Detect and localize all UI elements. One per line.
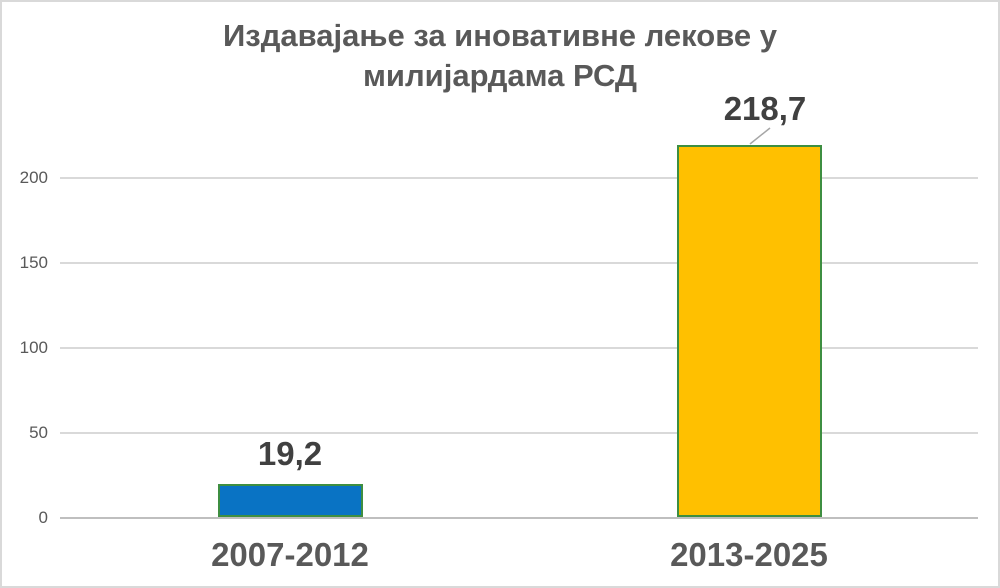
gridline <box>60 347 978 349</box>
bar-2007-2012 <box>217 484 363 517</box>
chart-title-line-2: милијардама РСД <box>362 58 638 93</box>
chart-title: Издавајање за иновативне лекове у милија… <box>2 16 998 96</box>
y-axis-tick-label: 150 <box>19 253 48 272</box>
category-label: 2007-2012 <box>211 536 369 573</box>
x-axis-line <box>60 517 978 519</box>
value-label: 218,7 <box>723 90 807 127</box>
y-axis-tick-label: 50 <box>29 423 48 442</box>
y-axis-tick-label: 0 <box>38 508 48 527</box>
y-axis-tick-label: 200 <box>19 168 48 187</box>
gridline <box>60 262 978 264</box>
category-label: 2013-2025 <box>670 536 828 573</box>
y-axis-tick-label: 100 <box>19 338 48 357</box>
chart-title-line-1: Издавајање за иновативне лекове у <box>223 18 777 53</box>
value-label: 19,2 <box>257 435 323 472</box>
bar-2013-2025 <box>676 145 822 517</box>
gridline <box>60 177 978 179</box>
gridline <box>60 432 978 434</box>
